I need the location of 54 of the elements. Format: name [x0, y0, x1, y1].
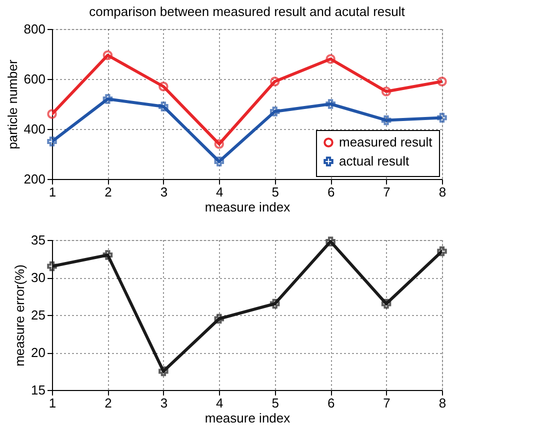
point: [437, 246, 447, 256]
y-tick-label: 25: [31, 308, 46, 322]
legend-label: actual result: [339, 154, 410, 168]
y-tick-label: 400: [24, 122, 46, 136]
point: [102, 250, 113, 260]
point: [381, 86, 392, 96]
x-tick-label: 4: [216, 184, 224, 200]
point: [102, 50, 113, 60]
x-tick-label: 5: [272, 184, 279, 200]
point: [326, 99, 336, 109]
y-tick-label: 30: [31, 270, 46, 285]
y-axis-title: particle number: [4, 59, 20, 150]
point: [214, 314, 224, 324]
chart-title: comparison between measured result and acutal result: [89, 4, 406, 19]
x-tick-label: 6: [327, 396, 335, 410]
legend-label: measured result: [339, 134, 433, 150]
x-tick-label: 3: [160, 184, 168, 200]
point: [437, 112, 447, 123]
point: [270, 298, 280, 309]
x-tick-label: 5: [272, 396, 279, 410]
y-tick-label: 800: [24, 22, 46, 36]
point: [326, 236, 336, 246]
point: [270, 106, 280, 116]
point: [381, 298, 392, 309]
point: [158, 366, 168, 376]
y-tick-label: 15: [31, 382, 46, 398]
x-tick-label: 1: [48, 396, 56, 410]
y-tick-label: 600: [24, 72, 46, 86]
point: [158, 82, 168, 92]
point: [270, 76, 280, 86]
point: [381, 115, 392, 126]
y-tick-label: 20: [31, 345, 46, 360]
y-tick-label: 35: [31, 232, 46, 248]
point: [47, 136, 57, 146]
x-axis-title: measure index: [204, 200, 291, 214]
point: [102, 94, 113, 104]
y-tick-label: 200: [24, 172, 46, 186]
point: [214, 156, 224, 166]
x-tick-label: 1: [48, 184, 56, 200]
x-axis-title: measure index: [204, 410, 291, 426]
x-tick-label: 7: [383, 184, 390, 200]
point: [158, 102, 168, 112]
x-tick-label: 8: [438, 184, 446, 200]
x-tick-label: 7: [383, 396, 390, 410]
point: [214, 139, 224, 149]
point: [326, 54, 336, 64]
x-tick-label: 4: [216, 396, 224, 410]
x-tick-label: 6: [327, 184, 335, 200]
x-tick-label: 2: [104, 396, 112, 410]
point: [47, 261, 57, 272]
x-tick-label: 2: [104, 184, 112, 200]
x-tick-label: 8: [438, 396, 446, 410]
x-tick-label: 3: [160, 396, 168, 410]
y-axis-title: measure error(%): [12, 264, 28, 366]
